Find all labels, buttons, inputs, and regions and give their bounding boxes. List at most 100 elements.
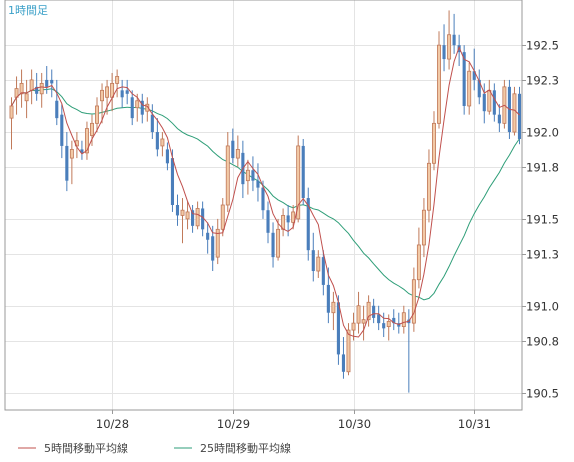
candle (311, 232, 315, 282)
candle (206, 222, 210, 254)
candle-body (220, 204, 225, 230)
candle (447, 10, 452, 70)
candle-body (452, 34, 456, 46)
candle (256, 163, 260, 202)
candle (497, 104, 501, 133)
candle (245, 159, 250, 195)
candle-body (497, 114, 501, 124)
candle-body (442, 45, 446, 60)
candle (392, 309, 396, 331)
candle (361, 305, 366, 341)
legend-label-ma5: 5時間移動平均線 (44, 441, 128, 455)
candle-body (271, 232, 275, 258)
candle-body (346, 329, 351, 373)
y-tick-label: 192.3 (526, 74, 559, 88)
candle-body (487, 89, 492, 112)
candle-body (386, 320, 391, 328)
candle-body (39, 82, 44, 95)
candle-body (372, 305, 376, 318)
candle (467, 62, 472, 115)
candle (426, 149, 431, 223)
candle (401, 305, 406, 334)
candle-body (251, 170, 255, 181)
candle (225, 132, 230, 212)
candle (492, 83, 496, 122)
ma-line-5 (11, 45, 520, 338)
candle-body (447, 34, 452, 60)
candle (130, 90, 134, 126)
candle (195, 201, 200, 230)
plot-frame (4, 0, 523, 411)
candle-body (306, 198, 310, 251)
candle (512, 86, 517, 136)
candle-body (462, 52, 466, 106)
candle-body (175, 205, 180, 216)
candle (84, 121, 89, 160)
candle (346, 323, 351, 376)
candle-body (392, 317, 396, 324)
candle (39, 72, 44, 108)
timeframe-label: 1時間足 (8, 4, 48, 17)
candle (502, 79, 507, 129)
y-tick-label: 190.8 (526, 335, 559, 349)
candle-body (150, 114, 154, 133)
candle-body (145, 103, 150, 112)
candle-body (245, 169, 250, 182)
candle (185, 201, 190, 230)
candle (251, 156, 255, 192)
legend: 5時間移動平均線 25時間移動平均線 (18, 441, 291, 455)
candle (306, 187, 310, 261)
candle (100, 83, 105, 124)
candle (35, 72, 39, 101)
candle-body (211, 236, 215, 261)
candle-body (421, 209, 426, 246)
candle (377, 305, 381, 331)
candle-body (512, 93, 517, 133)
candle-body (437, 44, 441, 124)
candle (462, 45, 466, 115)
candle (372, 298, 376, 324)
legend-label-ma25: 25時間移動平均線 (200, 441, 291, 455)
candle-body (201, 208, 205, 230)
candle (296, 135, 301, 223)
candle-body (361, 319, 366, 324)
candle (90, 114, 94, 146)
x-tick-label: 10/30 (338, 417, 371, 431)
y-tick-label: 192.5 (526, 39, 559, 53)
candle-body (416, 244, 421, 281)
candle (366, 295, 371, 327)
candle-body (291, 211, 296, 223)
candle-body (50, 79, 54, 84)
candle-body (180, 209, 185, 216)
candle-body (336, 302, 340, 355)
candle (316, 250, 321, 278)
candle-body (170, 158, 175, 205)
candle (155, 118, 159, 157)
candle (135, 93, 140, 122)
candles-group (9, 10, 522, 393)
candle-body (29, 79, 34, 91)
candle (191, 205, 195, 233)
candle-body (84, 128, 89, 154)
candle-body (130, 97, 134, 119)
candle-body (261, 187, 265, 211)
candle-body (60, 114, 64, 146)
candle-body (9, 105, 14, 119)
candle-body (401, 312, 406, 328)
candle (95, 97, 99, 133)
candle (452, 13, 456, 54)
candle (271, 222, 275, 268)
candle (437, 31, 441, 129)
candle-body (276, 228, 281, 258)
x-tick-label: 10/28 (96, 417, 129, 431)
candle (50, 69, 54, 98)
candle-body (24, 93, 29, 102)
candle-body (160, 138, 165, 147)
candle (180, 198, 185, 244)
candle (321, 250, 325, 296)
candle-body (266, 210, 270, 233)
candle-body (125, 90, 129, 94)
candle (336, 295, 340, 365)
